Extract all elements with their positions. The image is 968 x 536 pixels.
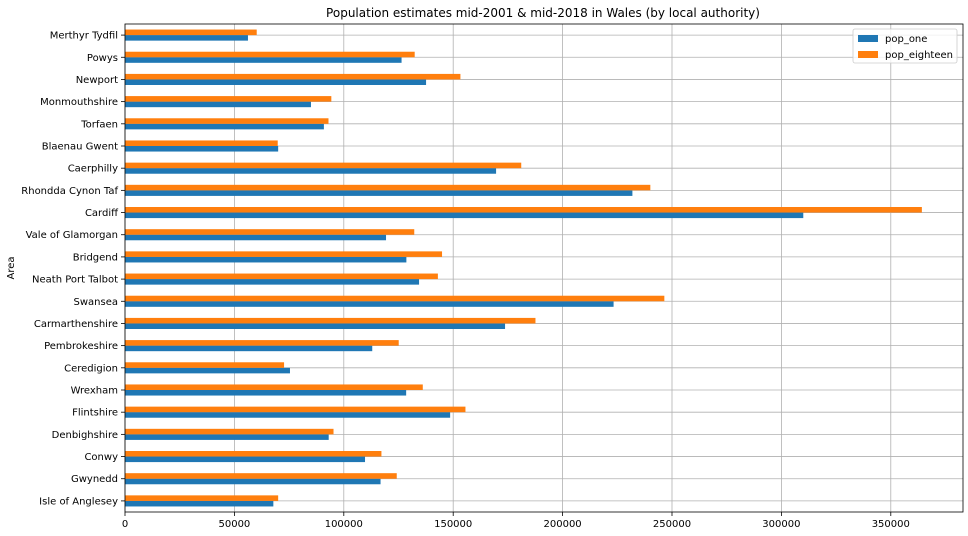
y-tick-label: Vale of Glamorgan bbox=[26, 230, 118, 241]
bar-pop_one bbox=[125, 367, 290, 374]
bar-pop_one bbox=[125, 345, 373, 352]
y-tick-label: Merthyr Tydfil bbox=[50, 31, 118, 42]
legend-label: pop_eighteen bbox=[885, 50, 953, 61]
bar-pop_one bbox=[125, 168, 497, 174]
y-tick-label: Carmarthenshire bbox=[34, 319, 118, 330]
y-tick-label: Cardiff bbox=[85, 208, 119, 219]
bar-pop_one bbox=[125, 256, 407, 263]
bar-pop_one bbox=[125, 390, 407, 396]
y-tick-label: Bridgend bbox=[73, 252, 118, 263]
y-tick-label: Torfaen bbox=[80, 119, 118, 130]
bar-pop_eighteen bbox=[125, 251, 443, 257]
bar-pop_one bbox=[125, 478, 381, 485]
bar-pop_eighteen bbox=[125, 140, 278, 146]
bars bbox=[125, 29, 922, 507]
bar-pop_one bbox=[125, 323, 506, 329]
bar-pop_one bbox=[125, 434, 329, 440]
bar-pop_eighteen bbox=[125, 428, 334, 435]
x-tick-label: 150000 bbox=[434, 519, 472, 530]
legend-box bbox=[852, 28, 958, 64]
y-tick-label: Caerphilly bbox=[68, 164, 118, 175]
x-tick-label: 200000 bbox=[544, 519, 582, 530]
bar-pop_eighteen bbox=[125, 29, 257, 36]
bar-pop_one bbox=[125, 500, 274, 507]
y-tick-label: Isle of Anglesey bbox=[39, 496, 118, 507]
bar-pop_eighteen bbox=[125, 362, 285, 368]
bar-pop_eighteen bbox=[125, 295, 665, 302]
bar-pop_eighteen bbox=[125, 229, 415, 235]
y-tick-label: Gwynedd bbox=[71, 474, 118, 485]
y-tick-label: Powys bbox=[87, 53, 118, 64]
x-tick-label: 50000 bbox=[218, 519, 250, 530]
bar-pop_one bbox=[125, 212, 804, 219]
x-tick-label: 350000 bbox=[872, 519, 910, 530]
y-tick-label: Blaenau Gwent bbox=[42, 142, 118, 153]
bar-pop_eighteen bbox=[125, 118, 329, 124]
bar-pop_one bbox=[125, 101, 311, 108]
bar-pop_eighteen bbox=[125, 384, 423, 390]
bar-pop_one bbox=[125, 35, 248, 41]
bar-pop_one bbox=[125, 279, 420, 285]
y-tick-label: Neath Port Talbot bbox=[32, 275, 118, 286]
plot-frame bbox=[124, 23, 964, 513]
legend-swatch bbox=[858, 35, 878, 42]
bar-pop_one bbox=[125, 146, 279, 152]
y-tick-label: Rhondda Cynon Taf bbox=[21, 186, 118, 197]
bar-pop_eighteen bbox=[125, 51, 415, 58]
bar-pop_one bbox=[125, 456, 366, 463]
legend-swatch bbox=[858, 51, 878, 58]
bar-pop_one bbox=[125, 57, 402, 63]
y-tick-label: Monmouthshire bbox=[40, 97, 118, 108]
bar-pop_eighteen bbox=[125, 317, 536, 324]
bar-pop_one bbox=[125, 412, 451, 418]
y-tick-label: Wrexham bbox=[71, 386, 118, 397]
x-tick-label: 0 bbox=[122, 519, 128, 530]
y-tick-label: Pembrokeshire bbox=[44, 341, 118, 352]
y-axis-ticks: Isle of Anglesey Gwynedd Conwy Denbighshire… bbox=[21, 31, 125, 507]
bar-pop_eighteen bbox=[125, 273, 438, 280]
bar-pop_eighteen bbox=[125, 207, 922, 213]
x-tick-label: 100000 bbox=[325, 519, 363, 530]
x-tick-label: 250000 bbox=[653, 519, 691, 530]
y-axis-label: Area bbox=[6, 256, 17, 279]
bar-pop_eighteen bbox=[125, 96, 332, 102]
bar-pop_one bbox=[125, 79, 427, 85]
bar-pop_eighteen bbox=[125, 451, 382, 457]
bar-pop_eighteen bbox=[125, 406, 466, 413]
bar-pop_eighteen bbox=[125, 340, 399, 346]
bar-pop_eighteen bbox=[125, 73, 461, 80]
bar-pop_one bbox=[125, 190, 633, 196]
chart-title: Population estimates mid-2001 & mid-2018… bbox=[326, 6, 760, 20]
y-tick-label: Flintshire bbox=[72, 408, 118, 419]
bar-pop_eighteen bbox=[125, 162, 522, 169]
y-tick-label: Newport bbox=[76, 75, 118, 86]
bar-pop_one bbox=[125, 234, 387, 241]
bar-pop_one bbox=[125, 301, 614, 307]
x-tick-label: 300000 bbox=[762, 519, 800, 530]
legend: pop_one pop_eighteen bbox=[852, 28, 958, 64]
bar-pop_eighteen bbox=[125, 473, 397, 479]
bar-pop_one bbox=[125, 123, 324, 130]
bar-pop_eighteen bbox=[125, 495, 279, 501]
y-tick-label: Ceredigion bbox=[64, 363, 118, 374]
bar-pop_eighteen bbox=[125, 184, 651, 191]
y-tick-label: Conwy bbox=[84, 452, 118, 463]
y-tick-label: Denbighshire bbox=[52, 430, 118, 441]
x-axis-ticks: 0 50000 100000 150000 200000 250000 300000 3500… bbox=[122, 512, 910, 530]
legend-label: pop_one bbox=[885, 34, 927, 45]
y-tick-label: Swansea bbox=[74, 297, 118, 308]
